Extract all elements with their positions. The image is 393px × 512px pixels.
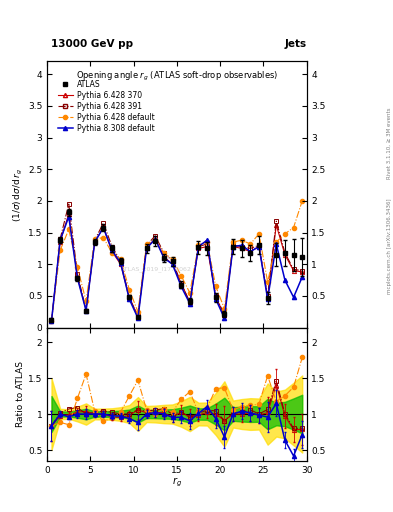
Text: Jets: Jets	[285, 38, 307, 49]
X-axis label: $r_g$: $r_g$	[172, 476, 182, 489]
Text: 13000 GeV pp: 13000 GeV pp	[51, 38, 133, 49]
Y-axis label: Ratio to ATLAS: Ratio to ATLAS	[16, 361, 25, 427]
Y-axis label: $(1/\sigma)\,{\rm d}\sigma/{\rm d}\,r_g$: $(1/\sigma)\,{\rm d}\sigma/{\rm d}\,r_g$	[12, 167, 25, 222]
Legend: ATLAS, Pythia 6.428 370, Pythia 6.428 391, Pythia 6.428 default, Pythia 8.308 de: ATLAS, Pythia 6.428 370, Pythia 6.428 39…	[56, 78, 156, 134]
Text: Rivet 3.1.10, ≥ 3M events: Rivet 3.1.10, ≥ 3M events	[387, 108, 391, 179]
Text: ATLAS_2019_I1772062: ATLAS_2019_I1772062	[121, 266, 191, 272]
Text: Opening angle $r_g$ (ATLAS soft-drop observables): Opening angle $r_g$ (ATLAS soft-drop obs…	[76, 70, 278, 82]
Text: mcplots.cern.ch [arXiv:1306.3436]: mcplots.cern.ch [arXiv:1306.3436]	[387, 198, 391, 293]
